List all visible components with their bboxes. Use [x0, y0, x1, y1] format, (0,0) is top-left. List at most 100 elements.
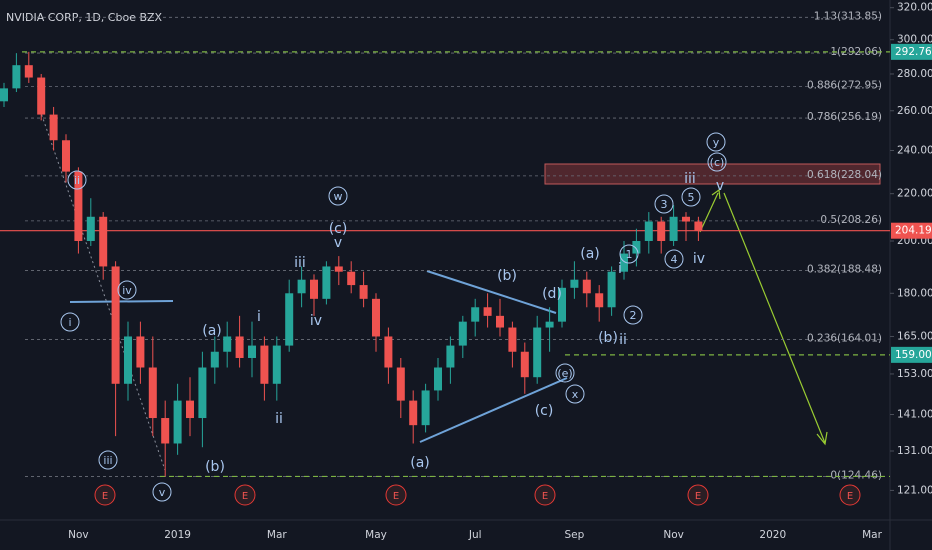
wave-label: (a): [202, 323, 222, 339]
y-tick-label: 320.00: [897, 2, 932, 14]
wave-circle: [707, 152, 727, 172]
x-tick-label: 2019: [164, 529, 191, 541]
candle-body: [595, 293, 604, 308]
x-tick-label: Mar: [862, 529, 882, 541]
wave-label: i: [257, 309, 261, 325]
candle-body: [520, 351, 529, 378]
candle-body: [49, 114, 58, 141]
candle-body: [297, 279, 306, 294]
event-circle: [234, 484, 256, 506]
wave-label: w: [334, 190, 343, 203]
y-tick-label: 121.00: [897, 484, 932, 496]
candle-body: [508, 327, 517, 352]
wave-label: x: [572, 388, 579, 401]
price-marker-box: [891, 43, 932, 60]
wave-label: ii: [619, 332, 627, 348]
candle-body: [409, 400, 418, 426]
wave-label: 3: [661, 198, 668, 211]
wave-label: v: [159, 486, 166, 499]
candle-body: [86, 216, 95, 241]
price-marker-label: 204.19: [895, 225, 932, 237]
wave-label: (c): [535, 403, 554, 419]
trend-line: [426, 270, 557, 314]
candle-body: [0, 88, 8, 102]
fib-label: 0.5(208.26): [820, 214, 882, 226]
candle-body: [496, 315, 504, 328]
y-tick-label: 131.00: [897, 445, 932, 457]
wave-label: v: [716, 178, 724, 194]
wave-label: 5: [688, 191, 695, 204]
wave-label: iii: [684, 171, 696, 187]
wave-circle: [555, 363, 575, 383]
wave-circle: [681, 187, 701, 207]
x-tick-label: Nov: [68, 529, 89, 541]
event-circle: [94, 484, 116, 506]
wave-circle: [60, 312, 80, 332]
fib-label: 0(124.46): [830, 469, 882, 481]
wave-circle: [623, 305, 643, 325]
x-tick-label: Mar: [267, 529, 287, 541]
wave-circle: [664, 249, 684, 269]
wave-label: iii: [103, 454, 112, 467]
candle-body: [37, 77, 46, 115]
candle-body: [384, 336, 393, 368]
candle-body: [421, 390, 430, 426]
wave-label: 4: [671, 253, 678, 266]
candle-body: [173, 400, 182, 444]
y-tick-label: 220.00: [897, 188, 932, 200]
event-label: E: [242, 491, 248, 502]
candle-body: [669, 216, 678, 241]
candle-body: [285, 293, 294, 346]
price-marker-box: [891, 222, 932, 239]
y-tick-label: 300.00: [897, 34, 932, 46]
candle-body: [24, 65, 33, 78]
candle-body: [434, 367, 442, 391]
candle-body: [124, 336, 132, 384]
fib-label: 1(292.06): [830, 46, 882, 58]
candle-body: [186, 400, 194, 419]
y-tick-label: 240.00: [897, 144, 932, 156]
wave-label: ii: [74, 174, 80, 187]
event-label: E: [695, 491, 701, 502]
candle-body: [248, 345, 256, 358]
arrow-head: [711, 188, 721, 200]
projection-arrow: [699, 192, 719, 233]
candle-body: [657, 221, 666, 241]
candle-body: [359, 285, 368, 299]
projection-arrow: [723, 192, 826, 444]
candle-body: [694, 221, 703, 231]
wave-circle: [565, 384, 585, 404]
wave-label: iii: [294, 255, 306, 271]
candle-body: [161, 418, 170, 444]
wave-label: iv: [310, 313, 322, 329]
y-tick-label: 141.00: [897, 408, 932, 420]
candle-body: [483, 307, 492, 316]
candle-body: [446, 345, 455, 368]
y-tick-label: 260.00: [897, 105, 932, 117]
x-tick-label: May: [365, 529, 387, 541]
trend-line: [69, 300, 174, 303]
candle-body: [533, 327, 542, 378]
arrow-head: [816, 431, 828, 446]
fib-label: 1.13(313.85): [814, 10, 882, 22]
x-tick-label: Nov: [663, 529, 684, 541]
fib-label: 0.382(188.48): [807, 263, 882, 275]
candle-body: [322, 266, 331, 299]
chart-title: NVIDIA CORP, 1D, Cboe BZX: [6, 11, 163, 24]
wave-circle: [328, 186, 348, 206]
candle-body: [620, 253, 628, 272]
wave-label: (b): [598, 330, 618, 346]
event-label: E: [102, 491, 108, 502]
wave-circle: [619, 244, 639, 264]
wave-label: i: [68, 316, 71, 329]
trend-line: [419, 377, 568, 443]
wave-label: (c): [329, 221, 348, 237]
candle-body: [12, 65, 21, 89]
event-circle: [839, 484, 861, 506]
y-tick-label: 280.00: [897, 68, 932, 80]
candle-body: [607, 271, 616, 308]
candle-body: [198, 367, 207, 419]
candle-body: [471, 307, 480, 322]
